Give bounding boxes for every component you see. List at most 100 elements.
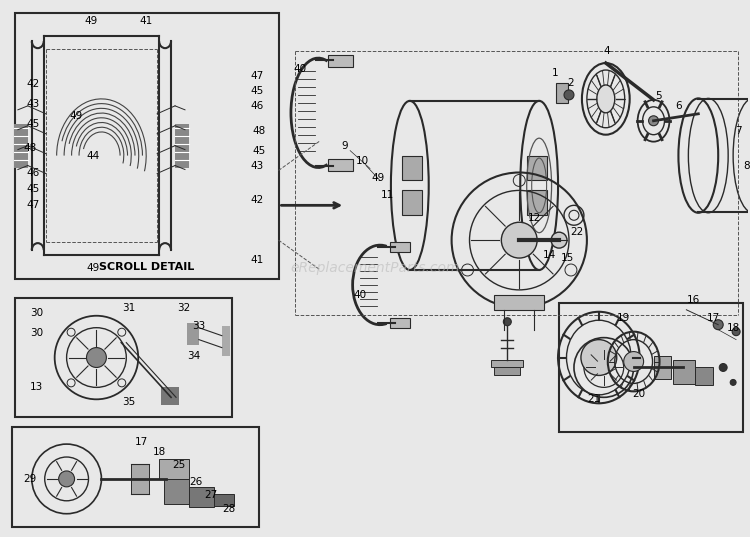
- Bar: [491, 360, 524, 367]
- Text: 13: 13: [30, 382, 44, 393]
- Text: 15: 15: [560, 253, 574, 263]
- Circle shape: [86, 347, 106, 367]
- Bar: [175, 124, 189, 168]
- Text: 16: 16: [687, 295, 700, 305]
- Bar: [161, 387, 179, 405]
- Text: 31: 31: [123, 303, 136, 313]
- Text: 47: 47: [250, 71, 263, 81]
- Text: 17: 17: [706, 313, 720, 323]
- Text: 29: 29: [23, 474, 37, 484]
- Text: 30: 30: [30, 328, 44, 338]
- Text: 48: 48: [252, 126, 266, 136]
- Text: 7: 7: [735, 126, 742, 136]
- Text: 6: 6: [675, 101, 682, 111]
- Circle shape: [719, 364, 728, 372]
- Circle shape: [732, 328, 740, 336]
- Circle shape: [503, 318, 512, 326]
- Circle shape: [649, 116, 658, 126]
- Text: 10: 10: [356, 156, 369, 165]
- Text: 8: 8: [742, 161, 749, 171]
- Text: 2: 2: [568, 78, 574, 88]
- Text: 45: 45: [252, 146, 266, 156]
- Circle shape: [564, 90, 574, 100]
- Text: 22: 22: [570, 227, 584, 237]
- Bar: [527, 191, 547, 215]
- Bar: [653, 355, 671, 380]
- Text: 43: 43: [26, 99, 40, 109]
- Circle shape: [730, 380, 736, 386]
- Text: SCROLL DETAIL: SCROLL DETAIL: [99, 262, 194, 272]
- Bar: [187, 323, 199, 345]
- Circle shape: [551, 232, 567, 248]
- Text: eReplacementParts.com: eReplacementParts.com: [290, 261, 460, 275]
- Bar: [328, 158, 353, 171]
- Circle shape: [624, 352, 644, 372]
- Bar: [390, 318, 410, 328]
- Bar: [402, 156, 422, 180]
- Circle shape: [713, 320, 723, 330]
- Text: 42: 42: [250, 195, 263, 205]
- Text: 5: 5: [656, 91, 662, 101]
- Text: 44: 44: [87, 150, 100, 161]
- Circle shape: [581, 339, 616, 375]
- Text: 35: 35: [123, 397, 136, 407]
- Text: 14: 14: [542, 250, 556, 260]
- Text: 41: 41: [250, 255, 263, 265]
- Text: 27: 27: [204, 490, 218, 500]
- Text: 25: 25: [172, 460, 186, 470]
- Text: 49: 49: [85, 16, 98, 26]
- Text: 9: 9: [342, 141, 349, 151]
- Text: 49: 49: [70, 111, 83, 121]
- Text: 34: 34: [188, 351, 200, 360]
- Text: 49: 49: [87, 263, 100, 273]
- Text: 18: 18: [727, 323, 740, 333]
- Bar: [328, 55, 353, 67]
- Circle shape: [597, 360, 610, 374]
- Text: 12: 12: [527, 213, 541, 223]
- Text: 26: 26: [189, 477, 202, 487]
- Bar: [559, 303, 743, 432]
- Text: 11: 11: [381, 191, 394, 200]
- Text: 33: 33: [192, 321, 206, 331]
- Bar: [159, 459, 189, 479]
- Text: 46: 46: [26, 169, 40, 178]
- Bar: [494, 295, 544, 310]
- Bar: [695, 367, 713, 386]
- Bar: [556, 83, 568, 103]
- Text: 40: 40: [353, 290, 367, 300]
- Text: 48: 48: [23, 143, 37, 153]
- Bar: [15, 298, 232, 417]
- Text: 42: 42: [26, 79, 40, 89]
- Bar: [164, 479, 189, 504]
- Text: 46: 46: [250, 101, 263, 111]
- Bar: [390, 242, 410, 252]
- Bar: [222, 326, 230, 355]
- Text: 19: 19: [617, 313, 630, 323]
- Bar: [189, 487, 214, 507]
- Text: 41: 41: [140, 16, 153, 26]
- Text: 18: 18: [152, 447, 166, 457]
- Text: 45: 45: [26, 184, 40, 194]
- Bar: [214, 494, 234, 506]
- Text: 45: 45: [250, 86, 263, 96]
- Circle shape: [58, 471, 74, 487]
- Bar: [402, 191, 422, 215]
- Ellipse shape: [597, 85, 615, 113]
- Bar: [14, 124, 28, 168]
- Text: 17: 17: [134, 437, 148, 447]
- Text: 45: 45: [26, 119, 40, 129]
- Text: 21: 21: [587, 394, 601, 404]
- Text: 30: 30: [30, 308, 44, 318]
- Bar: [12, 427, 259, 527]
- Text: 47: 47: [26, 200, 40, 211]
- Circle shape: [501, 222, 537, 258]
- Text: 1: 1: [552, 68, 559, 78]
- Bar: [494, 367, 520, 375]
- Text: 4: 4: [604, 46, 610, 56]
- Text: 40: 40: [294, 64, 307, 74]
- Text: 20: 20: [632, 389, 645, 400]
- Text: 32: 32: [177, 303, 190, 313]
- Bar: [527, 156, 547, 180]
- Text: 28: 28: [222, 504, 236, 514]
- Bar: [15, 13, 278, 279]
